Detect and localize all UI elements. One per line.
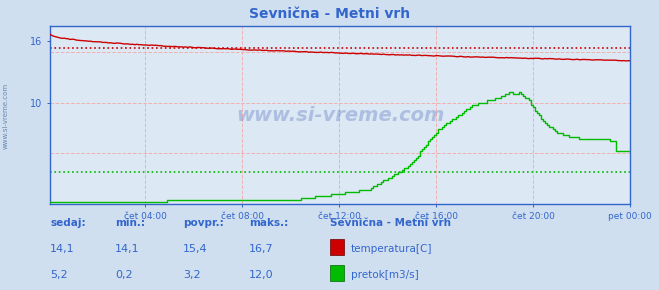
Text: min.:: min.: — [115, 218, 146, 228]
Text: pretok[m3/s]: pretok[m3/s] — [351, 270, 418, 280]
Text: 14,1: 14,1 — [115, 244, 140, 254]
Text: Sevnična - Metni vrh: Sevnična - Metni vrh — [330, 218, 451, 228]
Text: www.si-vreme.com: www.si-vreme.com — [2, 83, 9, 149]
Text: Sevnična - Metni vrh: Sevnična - Metni vrh — [249, 7, 410, 21]
Text: www.si-vreme.com: www.si-vreme.com — [236, 106, 444, 125]
Text: 15,4: 15,4 — [183, 244, 208, 254]
Text: temperatura[C]: temperatura[C] — [351, 244, 432, 254]
Text: maks.:: maks.: — [249, 218, 289, 228]
Text: 14,1: 14,1 — [50, 244, 74, 254]
Text: 3,2: 3,2 — [183, 270, 201, 280]
Text: povpr.:: povpr.: — [183, 218, 224, 228]
Text: 12,0: 12,0 — [249, 270, 273, 280]
Text: sedaj:: sedaj: — [50, 218, 86, 228]
Text: 0,2: 0,2 — [115, 270, 133, 280]
Text: 16,7: 16,7 — [249, 244, 273, 254]
Text: 5,2: 5,2 — [50, 270, 68, 280]
